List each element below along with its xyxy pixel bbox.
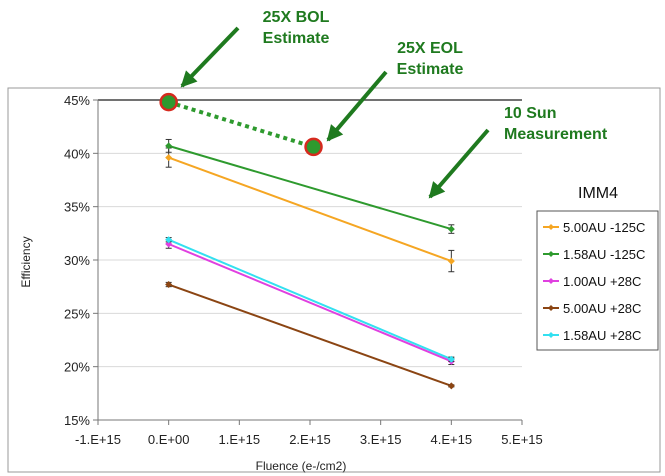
callout-arrow-head bbox=[428, 181, 446, 199]
y-tick-label: 30% bbox=[64, 253, 90, 268]
y-tick-label: 40% bbox=[64, 146, 90, 161]
legend-label: 5.00AU -125C bbox=[563, 220, 645, 235]
y-axis-label: Efficiency bbox=[19, 236, 33, 287]
data-point bbox=[165, 281, 173, 289]
y-tick-label: 20% bbox=[64, 360, 90, 375]
legend-swatch-marker bbox=[548, 251, 554, 257]
x-tick-labels: -1.E+15 0.E+00 1.E+15 2.E+15 3.E+15 4.E+15 5.E… bbox=[75, 432, 543, 447]
x-tick-label: 5.E+15 bbox=[501, 432, 543, 447]
callout-arrow-head bbox=[326, 124, 344, 142]
x-axis-label: Fluence (e-/cm2) bbox=[256, 459, 347, 473]
data-point bbox=[165, 236, 173, 244]
estimate-point bbox=[304, 137, 323, 157]
callout-text: 25X BOL bbox=[263, 9, 330, 26]
y-tick-label: 15% bbox=[64, 413, 90, 428]
callout-arrow-head bbox=[180, 70, 198, 88]
series-line bbox=[168, 283, 452, 387]
callout-arrow-shaft bbox=[326, 70, 388, 142]
x-tick-label: 0.E+00 bbox=[148, 432, 190, 447]
series-line bbox=[168, 238, 452, 361]
data-point bbox=[447, 257, 455, 265]
data-point bbox=[447, 382, 455, 390]
legend-title: IMM4 bbox=[578, 185, 618, 202]
callout-text: 10 Sun bbox=[504, 105, 556, 122]
x-tick-label: 1.E+15 bbox=[219, 432, 261, 447]
callout-text: Measurement bbox=[504, 126, 608, 143]
data-point bbox=[447, 355, 455, 363]
legend-label: 1.00AU +28C bbox=[563, 274, 641, 289]
callout-arrow-shaft bbox=[428, 128, 490, 199]
x-tick-label: 3.E+15 bbox=[360, 432, 402, 447]
legend-label: 1.58AU -125C bbox=[563, 247, 645, 262]
legend-swatch-marker bbox=[548, 332, 554, 338]
series-lines bbox=[165, 138, 455, 390]
x-tick-label: 2.E+15 bbox=[289, 432, 331, 447]
estimate-point bbox=[159, 92, 178, 112]
legend: 5.00AU -125C 1.58AU -125C 1.00AU +28C 5.00A… bbox=[536, 210, 659, 351]
callout-annotations: 25X BOL Estimate 25X EOL Estimate 10 Sun Meas… bbox=[180, 9, 608, 199]
y-tick-label: 45% bbox=[64, 93, 90, 108]
series-line bbox=[168, 156, 452, 263]
callout-text: Estimate bbox=[263, 30, 330, 47]
callout-text: Estimate bbox=[397, 61, 464, 78]
x-tick-label: 4.E+15 bbox=[431, 432, 473, 447]
legend-swatch-marker bbox=[548, 305, 554, 311]
series-line bbox=[168, 243, 452, 363]
series-line bbox=[168, 144, 452, 231]
data-point bbox=[165, 142, 173, 150]
estimate-dotted-line bbox=[168, 100, 315, 149]
y-tick-labels: 15% 20% 25% 30% 35% 40% 45% bbox=[64, 93, 90, 428]
callout-text: 25X EOL bbox=[397, 40, 463, 57]
legend-swatch-marker bbox=[548, 224, 554, 230]
y-tick-label: 25% bbox=[64, 306, 90, 321]
estimate-markers bbox=[159, 92, 323, 157]
y-tick-label: 35% bbox=[64, 200, 90, 215]
legend-label: 1.58AU +28C bbox=[563, 328, 641, 343]
legend-swatch-marker bbox=[548, 278, 554, 284]
data-point bbox=[165, 154, 173, 162]
legend-label: 5.00AU +28C bbox=[563, 301, 641, 316]
x-tick-label: -1.E+15 bbox=[75, 432, 121, 447]
data-point bbox=[447, 225, 455, 233]
